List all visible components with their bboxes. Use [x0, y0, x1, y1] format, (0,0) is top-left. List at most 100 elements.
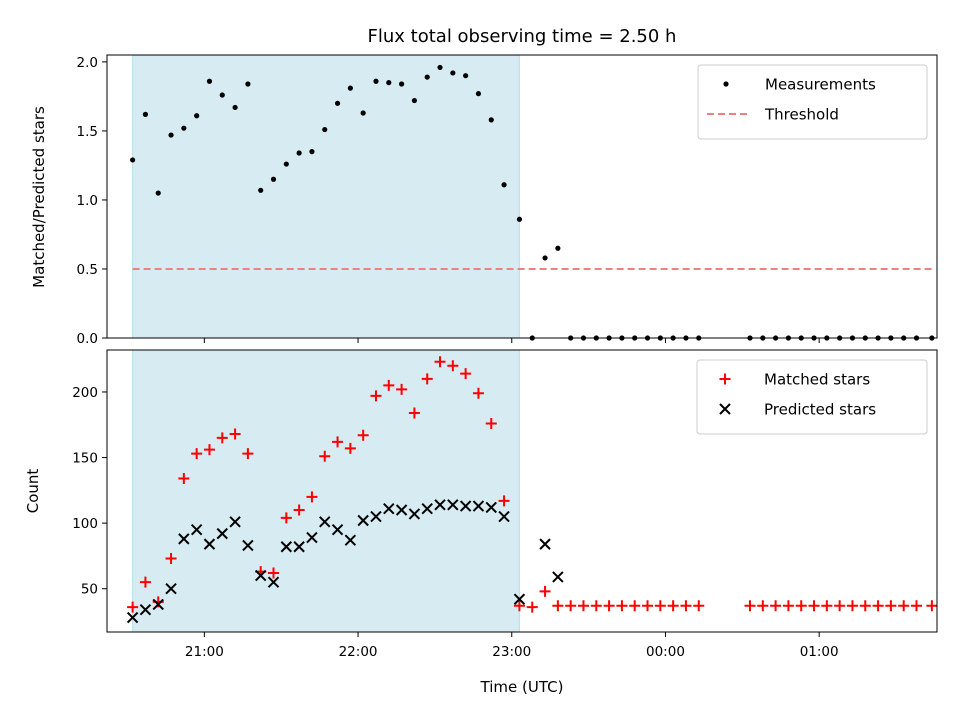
data-point [383, 502, 395, 515]
data-point [616, 600, 628, 612]
data-point [142, 111, 149, 117]
data-point [267, 576, 280, 588]
data-point [360, 110, 366, 116]
data-point [693, 600, 705, 612]
data-point [165, 553, 177, 565]
bottom-panel: 50 100 150 200 21:00 22:00 23:00 00:00 01:00 Matc… [72, 349, 938, 660]
data-point [191, 448, 203, 460]
data-point [306, 531, 318, 544]
data-point [258, 187, 264, 193]
data-point [680, 600, 692, 612]
data-point [139, 603, 152, 616]
data-point [846, 600, 858, 612]
data-point [242, 539, 254, 552]
data-point [370, 510, 382, 523]
data-point [396, 383, 408, 395]
data-point [498, 495, 510, 507]
x-tick-label: 00:00 [646, 644, 685, 660]
data-point [229, 516, 241, 528]
data-point [485, 501, 497, 514]
chart-title: Flux total observing time = 2.50 h [368, 26, 677, 47]
data-point [322, 126, 328, 133]
data-point [447, 499, 459, 511]
x-tick-label: 23:00 [492, 644, 531, 660]
data-point [488, 117, 494, 123]
data-point [424, 74, 430, 80]
data-point [434, 356, 446, 368]
data-point [306, 491, 318, 503]
x-tick-label: 21:00 [185, 644, 224, 660]
top-y-tick-label: 1.5 [77, 124, 98, 140]
data-point [408, 407, 420, 419]
data-point [911, 600, 923, 612]
data-point [357, 514, 369, 527]
data-point [872, 600, 884, 612]
data-point [344, 534, 357, 546]
bottom-shaded-span [132, 349, 520, 633]
data-point [232, 104, 238, 111]
data-point [629, 600, 641, 612]
data-point [757, 600, 769, 612]
data-point [603, 600, 615, 612]
data-point [411, 97, 418, 104]
legend-marker [719, 403, 731, 415]
bottom-y-tick-label: 150 [72, 451, 98, 467]
data-point [565, 600, 577, 612]
data-point [447, 360, 459, 372]
data-point [130, 157, 136, 163]
data-point [539, 538, 551, 550]
top-panel: 0.0 0.5 1.0 1.5 2.0 Measurements Threshold [77, 54, 938, 347]
data-point [421, 373, 433, 385]
data-point [319, 450, 331, 462]
data-point [357, 429, 369, 441]
data-point [498, 510, 510, 523]
data-point [542, 255, 548, 261]
data-point [331, 523, 344, 536]
data-point [178, 473, 190, 485]
bottom-y-tick-label: 200 [72, 385, 98, 401]
data-point [283, 161, 289, 167]
data-point [459, 500, 472, 512]
data-point [344, 442, 356, 454]
bottom-series-predicted-stars [126, 499, 564, 624]
data-point [216, 527, 228, 540]
data-point [516, 216, 523, 222]
data-point [421, 502, 433, 515]
data-point [513, 600, 525, 612]
bottom-y-axis-label: Count [24, 469, 42, 514]
bottom-y-tick-label: 50 [81, 582, 98, 598]
data-point [168, 132, 174, 138]
data-point [513, 593, 526, 605]
bottom-axes-frame [106, 349, 938, 633]
data-point [434, 499, 446, 511]
data-point [552, 571, 564, 583]
bottom-y-tick-label: 100 [72, 516, 98, 532]
top-y-axis-label: Matched/Predicted stars [30, 106, 48, 288]
data-point [229, 428, 241, 440]
data-point [654, 600, 666, 612]
data-point [795, 600, 807, 612]
data-point [373, 78, 379, 84]
data-point [834, 600, 846, 612]
legend-marker [719, 373, 731, 385]
data-point [293, 541, 305, 553]
data-point [386, 80, 392, 86]
data-point [242, 448, 254, 460]
x-axis-label: Time (UTC) [480, 678, 564, 696]
data-point [296, 150, 302, 156]
data-point [155, 190, 161, 196]
data-point [501, 182, 507, 188]
data-point [280, 541, 293, 553]
top-legend: Measurements Threshold [697, 64, 928, 140]
top-y-tick-label: 0.0 [77, 331, 98, 347]
data-point [590, 600, 602, 612]
data-point [485, 417, 497, 429]
data-point [270, 176, 277, 182]
data-point [309, 149, 315, 155]
data-point [254, 569, 267, 582]
data-point [206, 78, 213, 84]
data-point [293, 504, 305, 516]
legend-label: Predicted stars [764, 401, 876, 419]
data-point [744, 600, 756, 612]
data-point [898, 600, 910, 612]
